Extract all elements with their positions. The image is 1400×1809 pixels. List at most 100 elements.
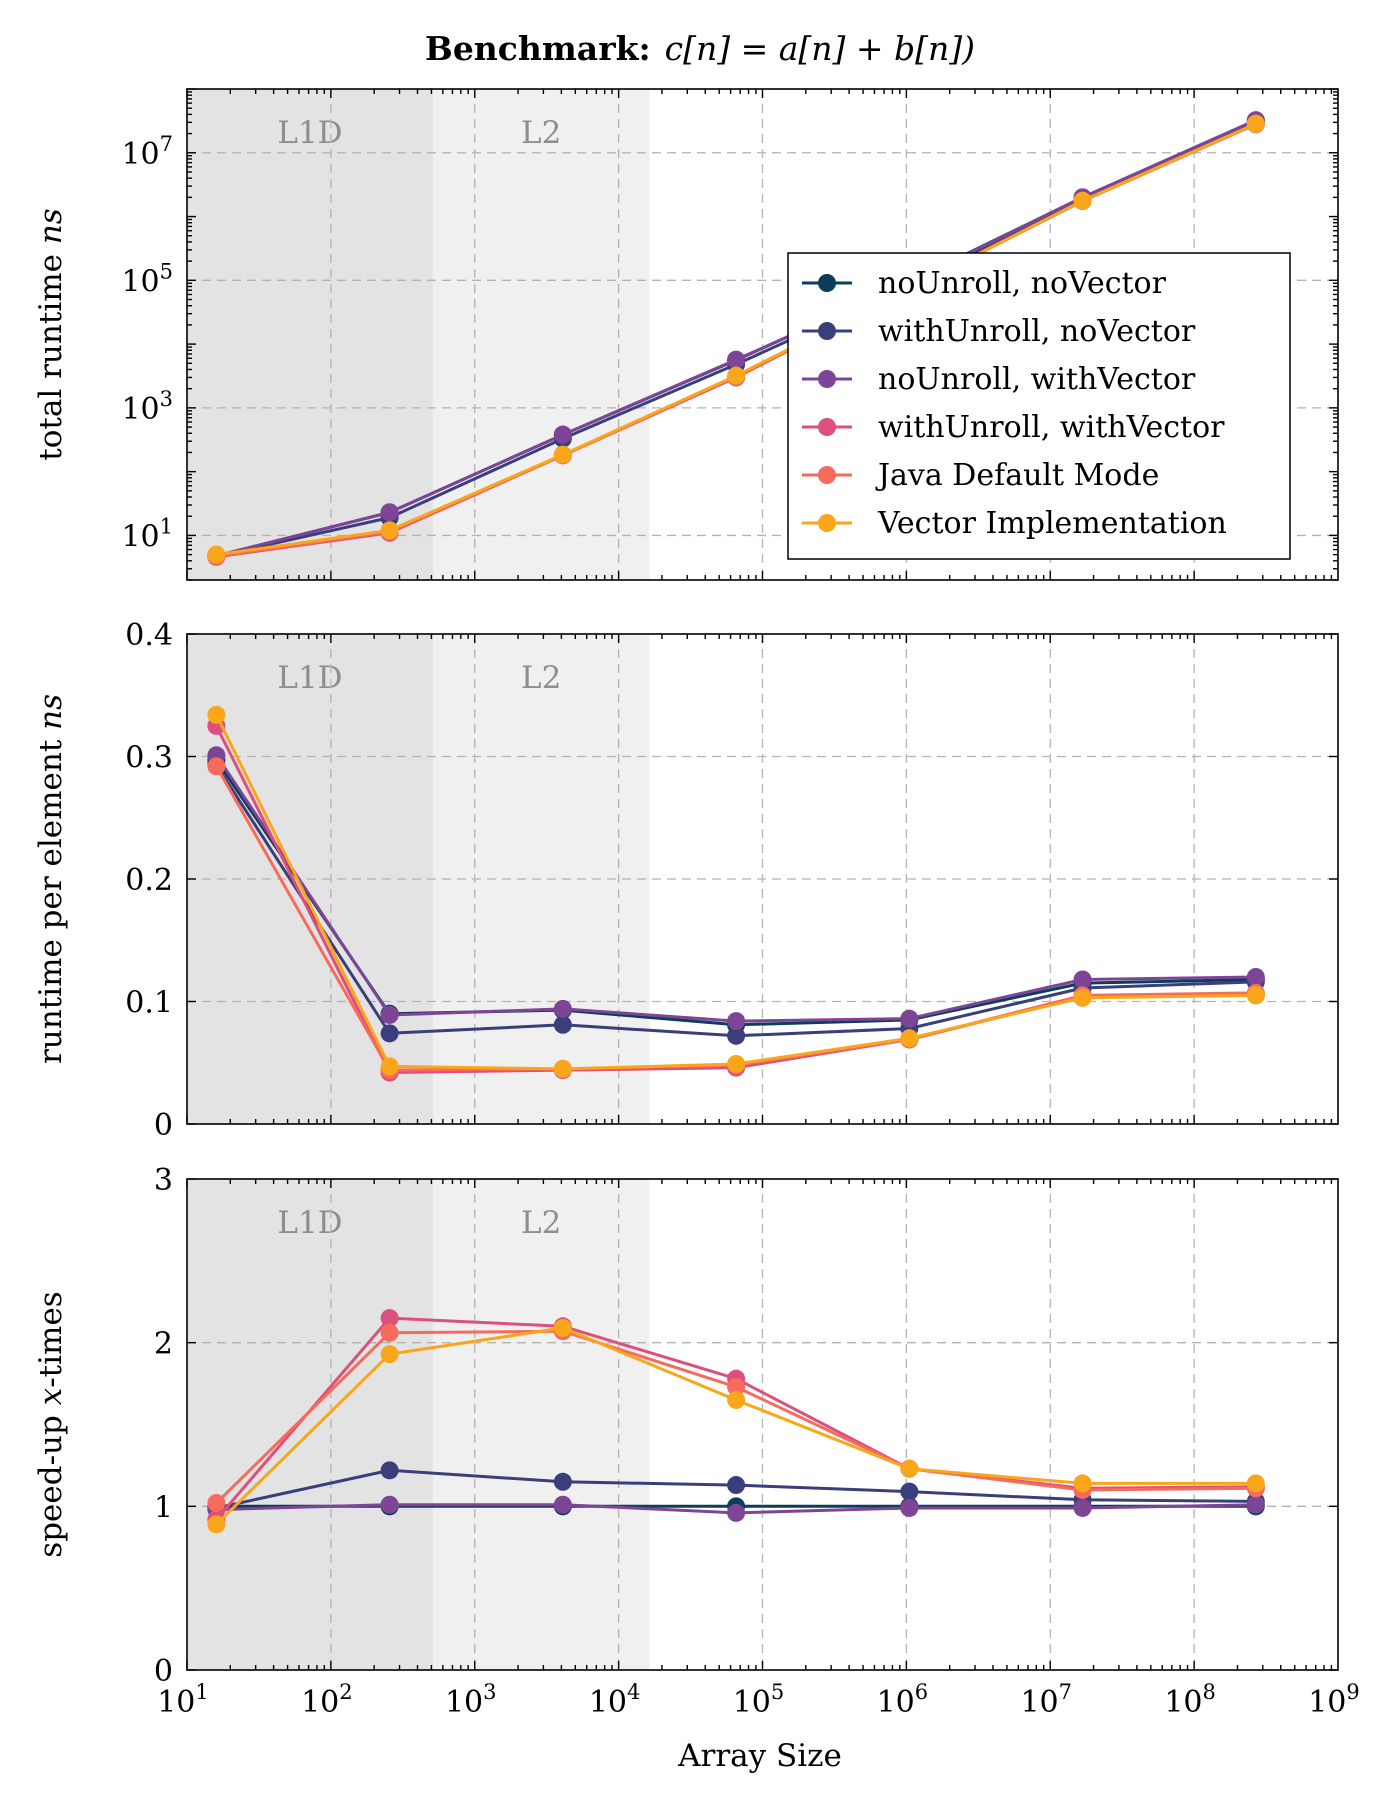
y-tick-label: 107 <box>121 132 173 172</box>
data-point <box>727 1390 746 1409</box>
data-point <box>380 1495 399 1514</box>
y-tick-label: 0 <box>154 1654 173 1689</box>
legend-label-nounroll-withvector: noUnroll, withVector <box>878 362 1196 397</box>
legend-swatch-marker-withunroll-withvector <box>818 418 836 436</box>
data-point <box>1246 968 1265 986</box>
y-tick-label: 1 <box>154 1490 173 1525</box>
data-point <box>553 1015 572 1034</box>
region-l1d-band <box>187 89 433 580</box>
data-point <box>900 1498 919 1517</box>
data-point <box>727 366 746 385</box>
data-point <box>553 999 572 1018</box>
region-label-l1d: L1D <box>277 115 342 151</box>
y-tick-label: 105 <box>121 259 173 299</box>
data-point <box>207 1494 226 1513</box>
legend: noUnroll, noVector withUnroll, noVector no… <box>787 252 1291 560</box>
data-point <box>380 521 399 540</box>
x-tick-label: 102 <box>301 1680 353 1720</box>
region-label-l2: L2 <box>521 1205 561 1241</box>
data-point <box>727 1377 746 1396</box>
series-vector-implementation <box>207 114 1265 564</box>
x-tick-label: 104 <box>589 1680 641 1720</box>
y-tick-label: 101 <box>121 514 173 554</box>
data-point <box>727 1476 746 1495</box>
series-vector-implementation <box>207 1318 1265 1534</box>
y-tick-label: 0.3 <box>125 741 173 776</box>
data-point <box>380 503 399 522</box>
data-point <box>1246 986 1265 1005</box>
data-point <box>207 705 226 724</box>
plot-frame <box>186 633 1339 1125</box>
region-l1d-band <box>187 1179 433 1670</box>
plot-frame <box>186 88 1339 581</box>
legend-label-java-default-mode: Java Default Mode <box>875 458 1159 493</box>
legend-label-nounroll-novector: noUnroll, noVector <box>878 266 1167 301</box>
legend-label-withunroll-withvector: withUnroll, withVector <box>878 410 1225 445</box>
y-tick-label: 0 <box>154 1108 173 1143</box>
data-point <box>380 1345 399 1364</box>
region-label-l2: L2 <box>521 115 561 151</box>
y-tick-label: 0.2 <box>125 863 173 898</box>
x-tick-label: 107 <box>1020 1680 1072 1720</box>
data-point <box>380 1461 399 1480</box>
legend-swatch-marker-nounroll-withvector <box>818 370 836 388</box>
legend-label-withunroll-novector: withUnroll, noVector <box>878 314 1196 349</box>
plot-frame <box>186 1178 1339 1671</box>
y-axis-label: runtime per element ns <box>33 694 69 1064</box>
data-point <box>553 1495 572 1514</box>
data-point <box>1073 191 1092 210</box>
series-nounroll-withvector <box>207 746 1265 1031</box>
data-point <box>553 1318 572 1337</box>
legend-swatch-marker-nounroll-novector <box>818 274 836 292</box>
legend-label-vector-implementation: Vector Implementation <box>877 506 1227 541</box>
data-point <box>1246 1474 1265 1493</box>
data-point <box>900 1029 919 1048</box>
x-tick-label: 109 <box>1308 1680 1360 1720</box>
data-point <box>553 1472 572 1491</box>
data-point <box>727 1012 746 1031</box>
panel-1: L1D L2 101 103 105 107 total runtime ns noUnrol… <box>33 88 1339 581</box>
y-tick-label: 3 <box>154 1163 173 1198</box>
data-point <box>1073 970 1092 989</box>
y-axis-label: total runtime ns <box>33 208 69 460</box>
data-point <box>900 1482 919 1501</box>
y-tick-label: 0.4 <box>125 618 173 653</box>
region-label-l2: L2 <box>521 660 561 696</box>
data-point <box>1246 1495 1265 1514</box>
region-l2-band <box>432 89 650 580</box>
data-point <box>380 1024 399 1043</box>
data-point <box>380 1309 399 1328</box>
series-vector-implementation <box>207 705 1265 1078</box>
y-tick-label: 0.1 <box>125 986 173 1021</box>
data-point <box>727 350 746 369</box>
data-point <box>380 1323 399 1342</box>
y-tick-label: 2 <box>154 1327 173 1362</box>
data-point <box>900 1459 919 1478</box>
data-point <box>207 757 226 776</box>
y-axis-label: speed-up x-times <box>33 1291 69 1557</box>
panel-3: L1D L2 0 1 2 3 speed-up x-times 101 102 103 104 105… <box>33 1163 1360 1720</box>
data-point <box>1246 114 1265 133</box>
data-point <box>553 445 572 464</box>
data-point <box>380 1057 399 1076</box>
data-point <box>1073 1474 1092 1493</box>
chart-title-bold: Benchmark: <box>425 29 651 68</box>
region-label-l1d: L1D <box>277 1205 342 1241</box>
data-point <box>900 1009 919 1028</box>
data-point <box>727 1054 746 1073</box>
legend-swatch-marker-java-default-mode <box>818 466 836 484</box>
data-point <box>553 425 572 444</box>
region-label-l1d: L1D <box>277 660 342 696</box>
x-tick-label: 108 <box>1164 1680 1216 1720</box>
legend-swatch-marker-vector-implementation <box>818 514 836 532</box>
x-tick-label: 106 <box>877 1680 929 1720</box>
data-point <box>207 1515 226 1534</box>
y-tick-label: 103 <box>121 387 173 427</box>
chart-title: Benchmark: c[n] = a[n] + b[n]) <box>425 29 975 68</box>
data-point <box>727 1026 746 1045</box>
chart-title-math: c[n] = a[n] + b[n]) <box>665 29 975 68</box>
data-point <box>1073 988 1092 1007</box>
data-point <box>380 1005 399 1024</box>
